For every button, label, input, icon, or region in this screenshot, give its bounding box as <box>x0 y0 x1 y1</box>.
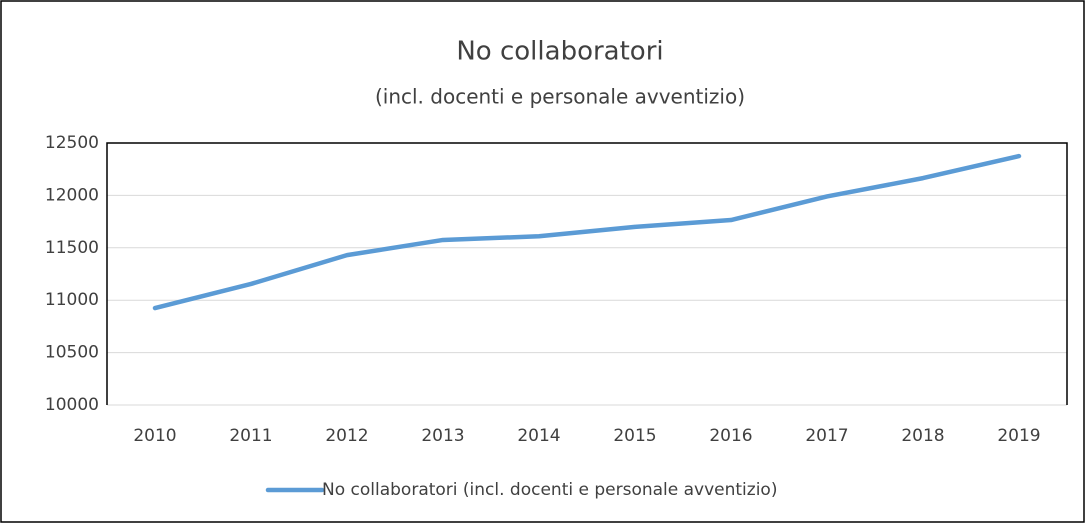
chart-title: No collaboratori <box>456 37 663 67</box>
y-tick-label: 11000 <box>45 290 99 310</box>
x-tick-label: 2013 <box>421 426 464 446</box>
plot-frame <box>106 142 1068 405</box>
x-tick-label: 2011 <box>229 426 272 446</box>
x-tick-label: 2014 <box>517 426 560 446</box>
x-tick-label: 2018 <box>901 426 944 446</box>
chart-subtitle: (incl. docenti e personale avventizio) <box>375 85 745 109</box>
data-line <box>152 153 1022 311</box>
x-tick-label: 2012 <box>325 426 368 446</box>
x-tick-label: 2016 <box>709 426 752 446</box>
legend-label: No collaboratori (incl. docenti e person… <box>322 480 777 500</box>
y-tick-label: 10000 <box>45 395 99 415</box>
x-tick-label: 2010 <box>133 426 176 446</box>
y-tick-label: 11500 <box>45 238 99 258</box>
x-tick-label: 2017 <box>805 426 848 446</box>
y-tick-label: 12000 <box>45 185 99 205</box>
x-tick-label: 2015 <box>613 426 656 446</box>
x-tick-label: 2019 <box>997 426 1040 446</box>
y-tick-label: 12500 <box>45 133 99 153</box>
y-tick-label: 10500 <box>45 343 99 363</box>
